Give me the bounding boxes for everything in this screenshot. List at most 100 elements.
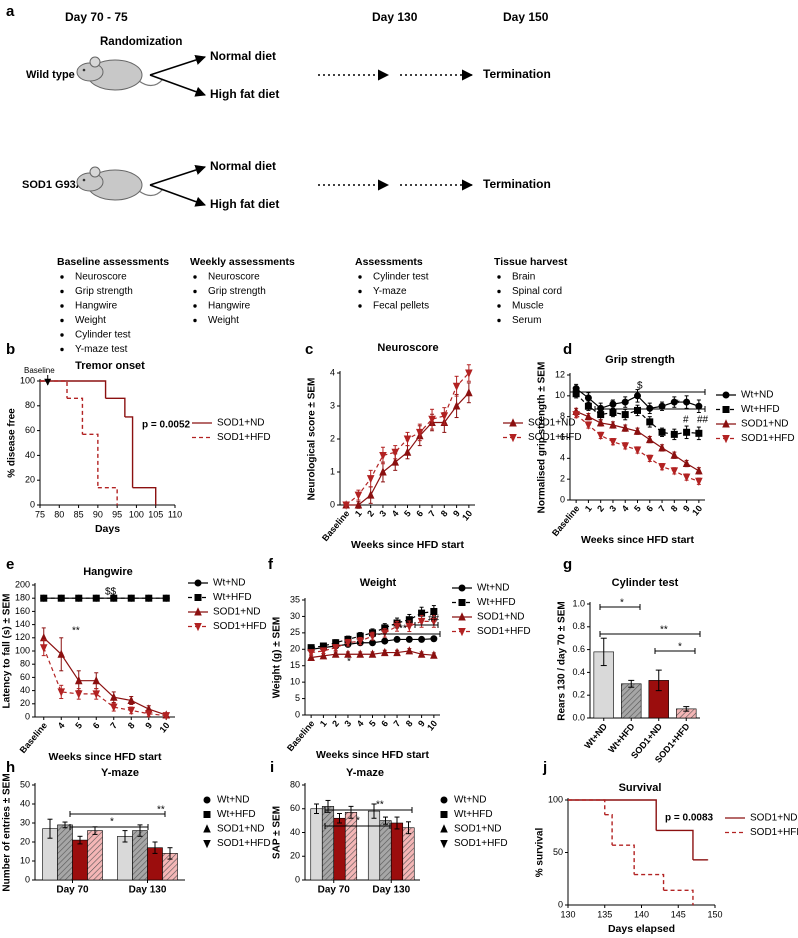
error-bar (47, 818, 53, 839)
annotation: * (347, 657, 351, 668)
x-tick-label: 1 (583, 503, 594, 513)
legend-marker (203, 811, 211, 818)
step-segment (82, 433, 99, 488)
point (356, 637, 365, 646)
point (695, 466, 703, 475)
termination: Termination (483, 177, 551, 191)
x-tick-label: 7 (392, 718, 403, 728)
point (331, 644, 340, 653)
termination: Termination (483, 67, 551, 81)
legend-marker (509, 434, 517, 443)
point (418, 635, 426, 643)
point (380, 647, 389, 657)
x-axis-label: Days (95, 523, 120, 535)
point (428, 415, 436, 424)
x-tick-label: 6 (644, 503, 655, 513)
x-tick-label: 130 (560, 909, 575, 919)
legend-label: Wt+HFD (454, 809, 493, 820)
step-segment (656, 829, 694, 860)
x-tick-label: 95 (112, 509, 122, 519)
legend-label: SOD1+ND (528, 418, 576, 429)
point (109, 703, 118, 712)
bullet (193, 318, 197, 323)
panel-letter: h (6, 759, 15, 776)
legend-marker (458, 628, 466, 637)
point (597, 411, 605, 419)
x-tick-label: 3 (607, 503, 618, 513)
x-tick-label: 7 (427, 508, 438, 518)
point (57, 688, 66, 697)
point (162, 712, 171, 721)
point (403, 447, 412, 456)
point (366, 490, 375, 499)
point (695, 477, 703, 486)
y-tick-label: 10 (555, 390, 565, 400)
point (584, 421, 593, 430)
annotation: ## (697, 415, 709, 426)
annotation: Baseline (24, 366, 55, 375)
bullet (60, 333, 64, 337)
x-axis-label: Days elapsed (608, 923, 675, 935)
assessment-title: Baseline assessments (57, 256, 169, 268)
legend-marker (194, 623, 202, 632)
error-bar (394, 816, 400, 830)
bullet (358, 275, 362, 279)
x-tick-label: 90 (93, 509, 103, 519)
point (57, 594, 65, 602)
point (633, 446, 642, 455)
y-tick-label: 0.4 (572, 667, 585, 677)
point (403, 435, 412, 444)
point (634, 392, 641, 400)
point (40, 594, 48, 602)
y-tick-label: 5 (295, 693, 300, 703)
point (417, 617, 426, 627)
point (393, 647, 401, 657)
x-tick-label: 9 (416, 718, 427, 728)
point (145, 594, 153, 602)
bar (367, 810, 381, 881)
legend-marker (722, 419, 730, 428)
timepoint: Day 130 (372, 10, 418, 24)
mouse-eye (82, 68, 86, 72)
bullet (497, 318, 501, 323)
legend-marker (458, 599, 466, 606)
y-tick-label: 3 (330, 400, 335, 410)
point (658, 428, 666, 436)
x-tick-label: 6 (414, 508, 425, 518)
point (683, 428, 691, 436)
panel-letter: f (268, 556, 274, 573)
panel-letter: i (270, 759, 274, 776)
point (307, 649, 315, 658)
bullet (60, 275, 64, 279)
step-segment (568, 799, 606, 815)
y-tick-label: 35 (290, 594, 300, 604)
y-tick-label: 4 (560, 453, 565, 463)
step-segment (105, 397, 126, 417)
group-label: Wild type (26, 69, 75, 81)
x-tick-label: 8 (126, 720, 137, 730)
panel-letter: c (305, 341, 313, 358)
annotation: * (678, 642, 682, 653)
point (162, 594, 170, 602)
y-tick-label: 200 (15, 579, 30, 589)
x-axis-label: Weeks since HFD start (316, 749, 430, 761)
point (670, 430, 678, 438)
x-tick-label: 4 (620, 503, 631, 513)
bullet (60, 304, 64, 308)
y-axis-label: Normalised grip strength ± SEM (537, 362, 548, 514)
bullet (193, 275, 197, 279)
y-axis-label: % survival (535, 828, 546, 878)
x-tick-label: 8 (439, 508, 450, 518)
assessment-item: Weight (208, 315, 239, 326)
point (144, 710, 153, 719)
legend-label: Wt+HFD (477, 597, 516, 608)
point (366, 475, 375, 484)
x-tick-label: 10 (460, 508, 474, 522)
point (682, 473, 691, 482)
assessment-item: Neuroscore (75, 272, 127, 283)
legend-marker (722, 391, 730, 399)
x-tick-label: Baseline (18, 720, 49, 755)
y-tick-label: 2 (560, 474, 565, 484)
arm-label: Normal diet (210, 159, 276, 173)
error-bar (77, 835, 83, 845)
